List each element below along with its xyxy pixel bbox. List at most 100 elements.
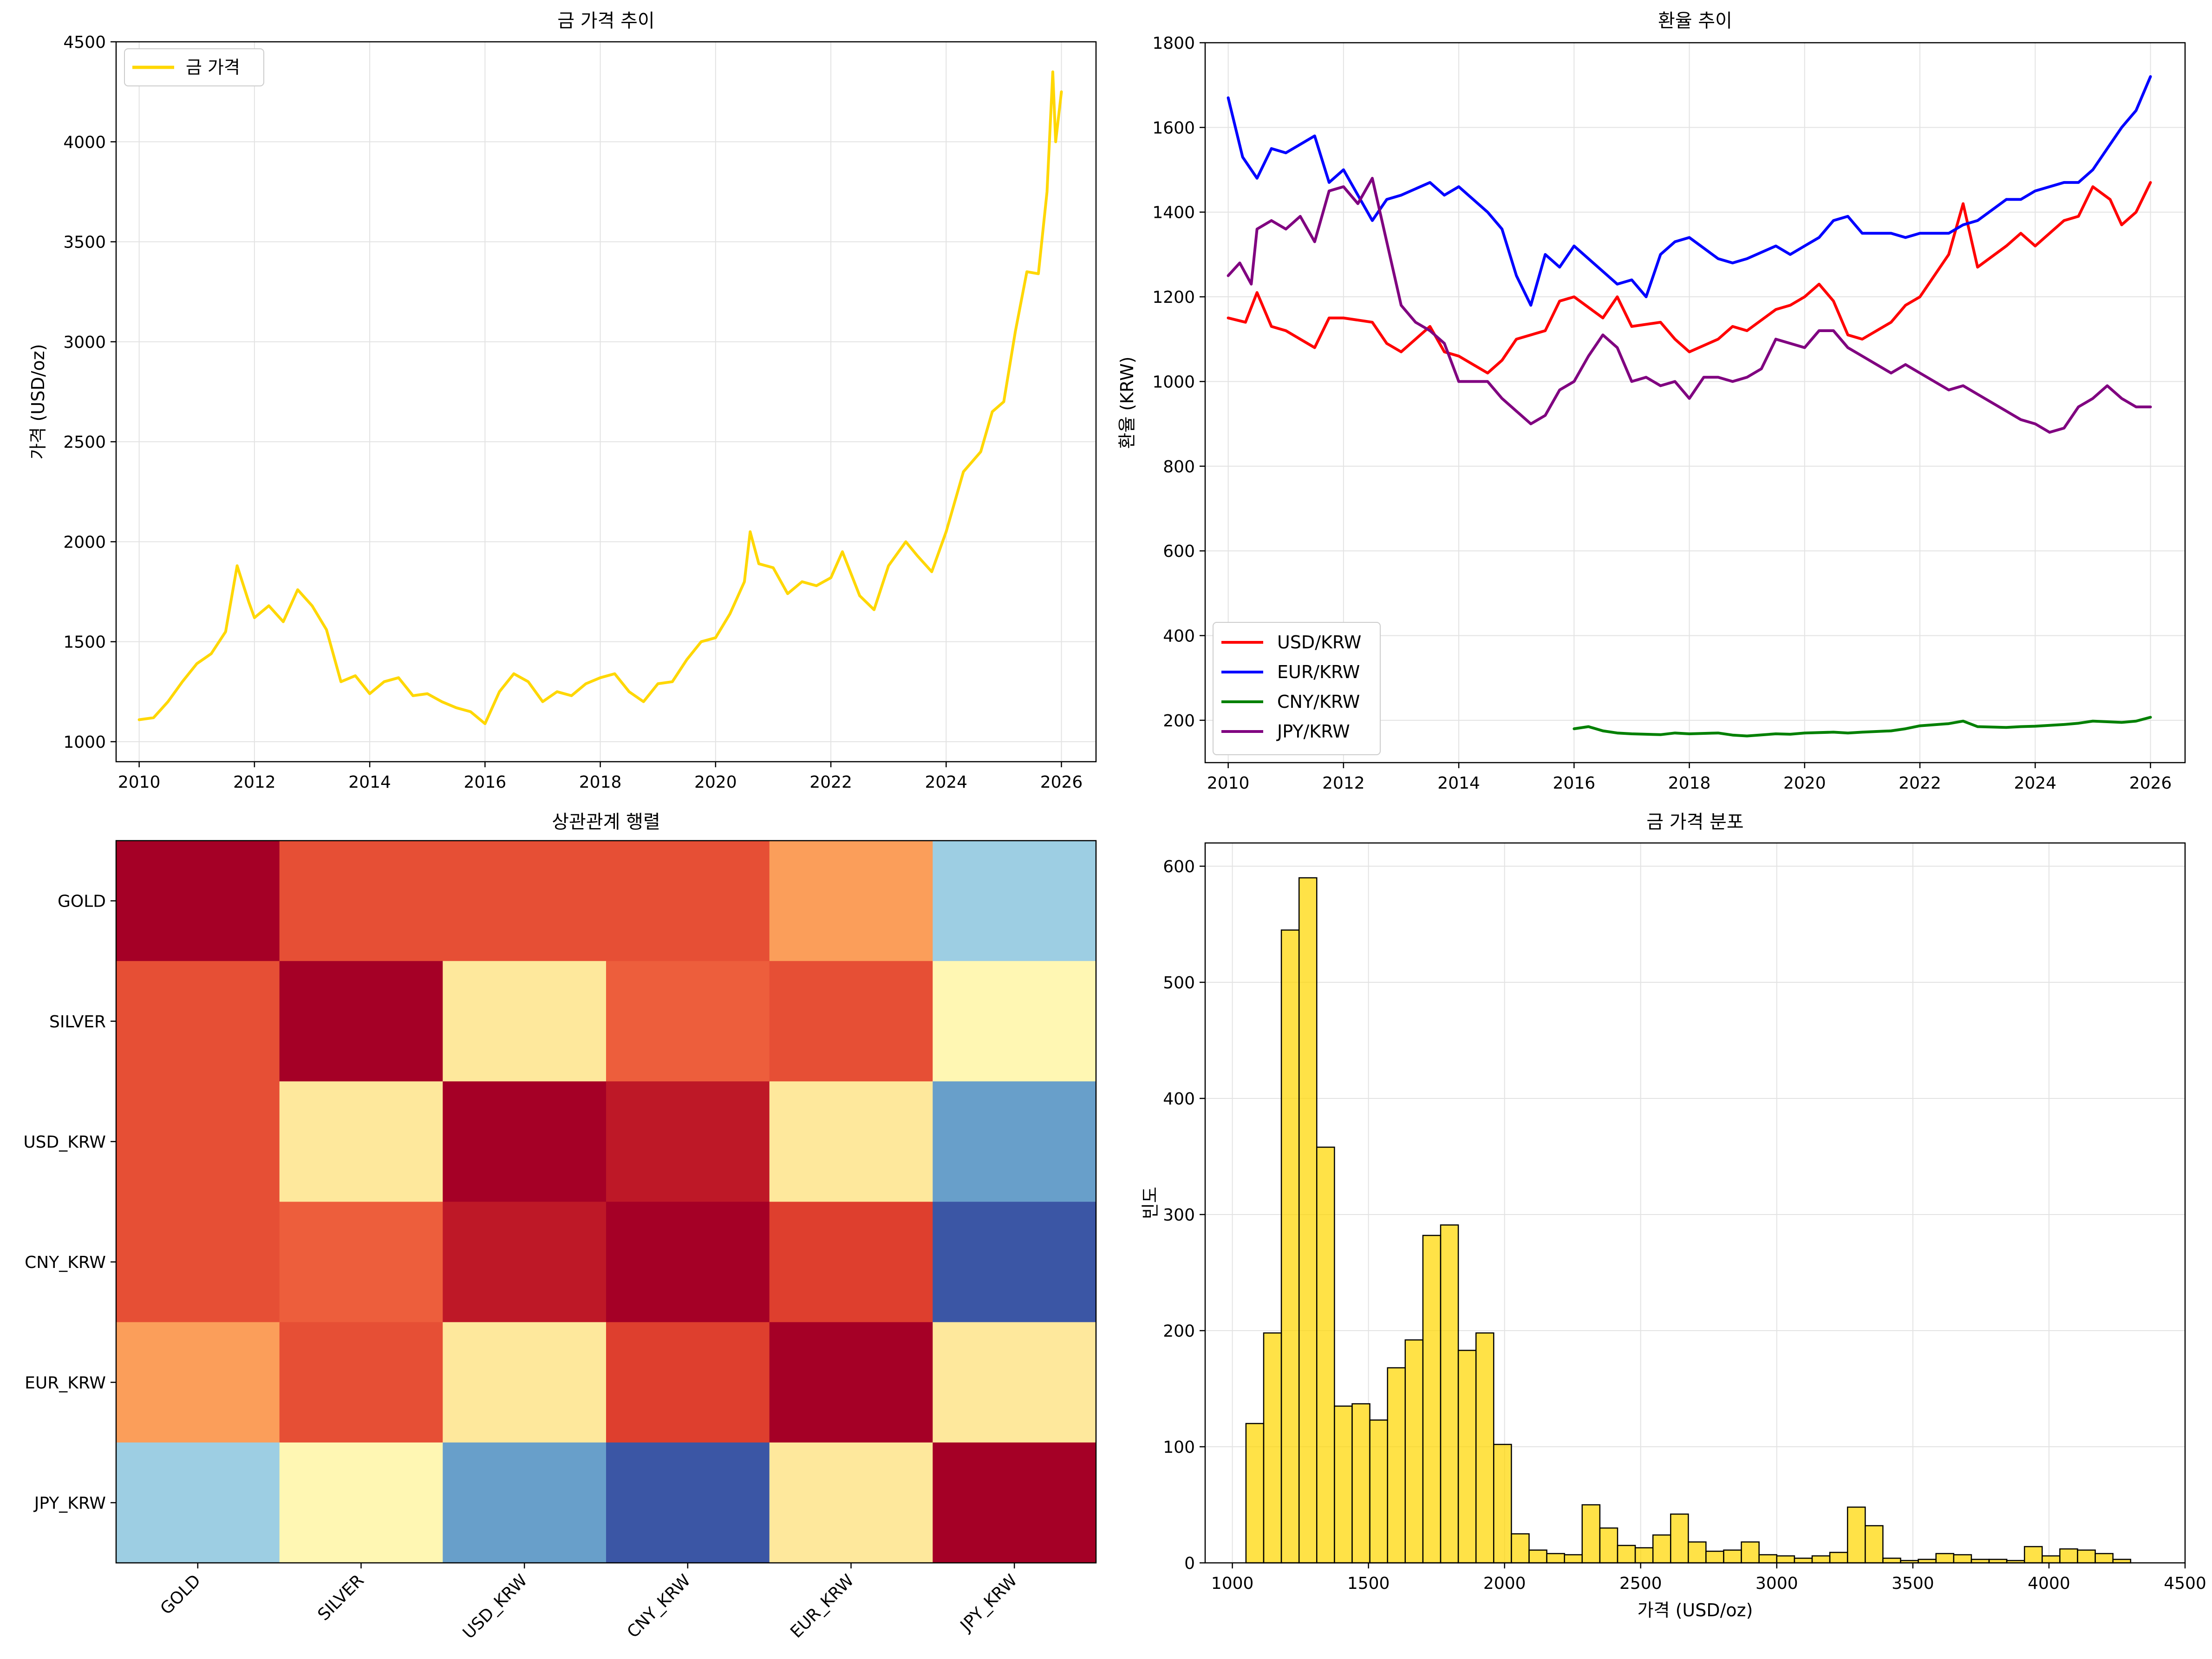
heatmap-y-tick-label: CNY_KRW bbox=[25, 1253, 106, 1272]
histogram-bar bbox=[2077, 1549, 2096, 1564]
fx-chart-y-tick-label: 1200 bbox=[1152, 288, 1195, 307]
histogram-y-tick-label: 100 bbox=[1163, 1438, 1195, 1457]
histogram-bar bbox=[1404, 1339, 1424, 1564]
histogram-bars bbox=[1245, 877, 2132, 1564]
heatmap-cell-jpy-krw-gold bbox=[116, 1442, 280, 1563]
histogram-bar bbox=[1688, 1541, 1707, 1564]
fx-chart-series bbox=[1227, 75, 2152, 738]
histogram-bar bbox=[1776, 1555, 1795, 1564]
heatmap-cell-jpy-krw-jpy-krw bbox=[933, 1442, 1096, 1563]
histogram-bar bbox=[2059, 1548, 2078, 1564]
fx-chart-frame bbox=[1204, 42, 2186, 764]
histogram-bar bbox=[1599, 1527, 1618, 1564]
gold-chart-x-tick-label: 2020 bbox=[694, 773, 737, 792]
heatmap-y-tick-label: USD_KRW bbox=[23, 1133, 106, 1152]
histogram-x-tick-label: 3000 bbox=[1755, 1574, 1798, 1593]
gold-chart-title: 금 가격 추이 bbox=[557, 10, 654, 32]
fx-chart-y-tick-label: 1600 bbox=[1152, 118, 1195, 137]
gold-chart-x-tick-label: 2010 bbox=[118, 773, 161, 792]
gold-chart-x-tick-label: 2016 bbox=[464, 773, 507, 792]
fx-chart-y-tick-label: 1800 bbox=[1152, 34, 1195, 53]
histogram-bar bbox=[1298, 877, 1318, 1564]
heatmap-x-tick-label: GOLD bbox=[157, 1571, 205, 1619]
heatmap-cell-usd-krw-usd-krw bbox=[443, 1081, 607, 1202]
heatmap-cells bbox=[116, 841, 1096, 1563]
heatmap-cell-gold-jpy-krw bbox=[933, 841, 1096, 961]
heatmap-x-tick-label: CNY_KRW bbox=[624, 1571, 695, 1642]
heatmap-x-tick-label: JPY_KRW bbox=[956, 1571, 1021, 1636]
histogram-bar bbox=[2095, 1553, 2114, 1564]
heatmap-cell-silver-eur-krw bbox=[769, 961, 933, 1082]
correlation-heatmap: GOLD SILVER USD_KRW CNY_KRW EUR_KRW JPY_KRW G… bbox=[23, 811, 1097, 1643]
heatmap-cell-cny-krw-cny-krw bbox=[606, 1202, 770, 1323]
heatmap-cell-gold-cny-krw bbox=[606, 841, 770, 961]
heatmap-x-tick-label: EUR_KRW bbox=[787, 1571, 858, 1642]
gold-chart-x-tick-label: 2014 bbox=[348, 773, 391, 792]
fx-chart-y-tick-label: 800 bbox=[1163, 457, 1195, 477]
histogram-y-tick-label: 500 bbox=[1163, 973, 1195, 993]
gold-chart-ylabel: 가격 (USD/oz) bbox=[28, 344, 48, 460]
histogram-bar bbox=[1280, 929, 1300, 1564]
histogram-bar bbox=[1723, 1549, 1742, 1564]
heatmap-cell-eur-krw-jpy-krw bbox=[933, 1322, 1096, 1443]
histogram-bar bbox=[1316, 1146, 1335, 1564]
histogram-bar bbox=[1741, 1541, 1760, 1564]
fx-chart-title: 환율 추이 bbox=[1658, 10, 1732, 32]
gold-price-chart: 2010 2012 2014 2016 2018 2020 2022 2024 2026 100… bbox=[28, 10, 1097, 792]
heatmap-cell-gold-gold bbox=[116, 841, 280, 961]
heatmap-y-axis: GOLD SILVER USD_KRW CNY_KRW EUR_KRW JPY_KRW bbox=[23, 892, 116, 1513]
histogram-title: 금 가격 분포 bbox=[1646, 811, 1743, 833]
gold-chart-y-tick-label: 4500 bbox=[63, 33, 106, 52]
gold-chart-grid bbox=[116, 41, 1096, 762]
heatmap-cell-cny-krw-eur-krw bbox=[769, 1202, 933, 1323]
fx-chart-legend: USD/KRW EUR/KRW CNY/KRW JPY/KRW bbox=[1213, 622, 1381, 755]
gold-chart-x-tick-label: 2026 bbox=[1040, 773, 1083, 792]
legend-box bbox=[124, 48, 264, 86]
heatmap-cell-cny-krw-silver bbox=[279, 1202, 443, 1323]
heatmap-cell-usd-krw-eur-krw bbox=[769, 1081, 933, 1202]
fx-chart-x-tick-label: 2018 bbox=[1668, 774, 1711, 793]
gold-chart-series bbox=[137, 70, 1063, 725]
heatmap-cell-cny-krw-jpy-krw bbox=[933, 1202, 1096, 1323]
histogram-x-tick-label: 3500 bbox=[1892, 1574, 1934, 1593]
histogram-bar bbox=[1829, 1552, 1848, 1564]
fx-chart-y-tick-label: 600 bbox=[1163, 542, 1195, 561]
fx-chart-series-usd-krw-line bbox=[1227, 181, 2152, 375]
histogram-bar bbox=[1953, 1554, 1972, 1564]
histogram-y-tick-label: 300 bbox=[1163, 1206, 1195, 1225]
histogram-frame bbox=[1204, 842, 2186, 1564]
histogram-ylabel: 빈도 bbox=[1140, 1187, 1161, 1219]
gold-chart-y-tick-label: 2000 bbox=[63, 533, 106, 552]
heatmap-cell-usd-krw-gold bbox=[116, 1081, 280, 1202]
gold-chart-x-tick-label: 2012 bbox=[233, 773, 276, 792]
gold-chart-legend: 금 가격 bbox=[124, 48, 264, 86]
heatmap-cell-eur-krw-eur-krw bbox=[769, 1322, 933, 1443]
fx-chart-x-tick-label: 2022 bbox=[1899, 774, 1941, 793]
heatmap-y-tick-label: EUR_KRW bbox=[25, 1373, 106, 1392]
gold-chart-series--line bbox=[137, 70, 1063, 725]
histogram-bar bbox=[2042, 1555, 2061, 1564]
heatmap-cell-silver-gold bbox=[116, 961, 280, 1082]
histogram-bar bbox=[1652, 1534, 1671, 1564]
fx-chart-x-tick-label: 2012 bbox=[1322, 774, 1365, 793]
histogram-x-tick-label: 4000 bbox=[2028, 1574, 2070, 1593]
gold-chart-x-tick-label: 2024 bbox=[925, 773, 967, 792]
histogram-y-tick-label: 200 bbox=[1163, 1322, 1195, 1341]
histogram-bar bbox=[1475, 1332, 1494, 1564]
histogram-bar bbox=[1865, 1525, 1884, 1564]
heatmap-y-tick-label: GOLD bbox=[58, 892, 106, 911]
histogram-bar bbox=[1511, 1533, 1530, 1564]
histogram-y-tick-label: 0 bbox=[1184, 1554, 1195, 1573]
fx-chart-series-cny-krw-line bbox=[1573, 716, 2152, 738]
heatmap-x-axis: GOLD SILVER USD_KRW CNY_KRW EUR_KRW JPY_KRW bbox=[157, 1563, 1021, 1643]
fx-chart-y-axis: 200 400 600 800 1000 1200 1400 1600 1800 bbox=[1152, 34, 1205, 731]
heatmap-cell-silver-silver bbox=[279, 961, 443, 1082]
gold-chart-x-tick-label: 2022 bbox=[809, 773, 852, 792]
heatmap-cell-cny-krw-gold bbox=[116, 1202, 280, 1323]
heatmap-cell-silver-usd-krw bbox=[443, 961, 607, 1082]
gold-chart-x-tick-label: 2018 bbox=[579, 773, 622, 792]
exchange-rate-chart: 2010 2012 2014 2016 2018 2020 2022 2024 2026 200… bbox=[1117, 10, 2186, 793]
fx-chart-y-tick-label: 1400 bbox=[1152, 203, 1195, 222]
gold-chart-y-tick-label: 2500 bbox=[63, 433, 106, 452]
histogram-bar bbox=[1581, 1504, 1601, 1564]
